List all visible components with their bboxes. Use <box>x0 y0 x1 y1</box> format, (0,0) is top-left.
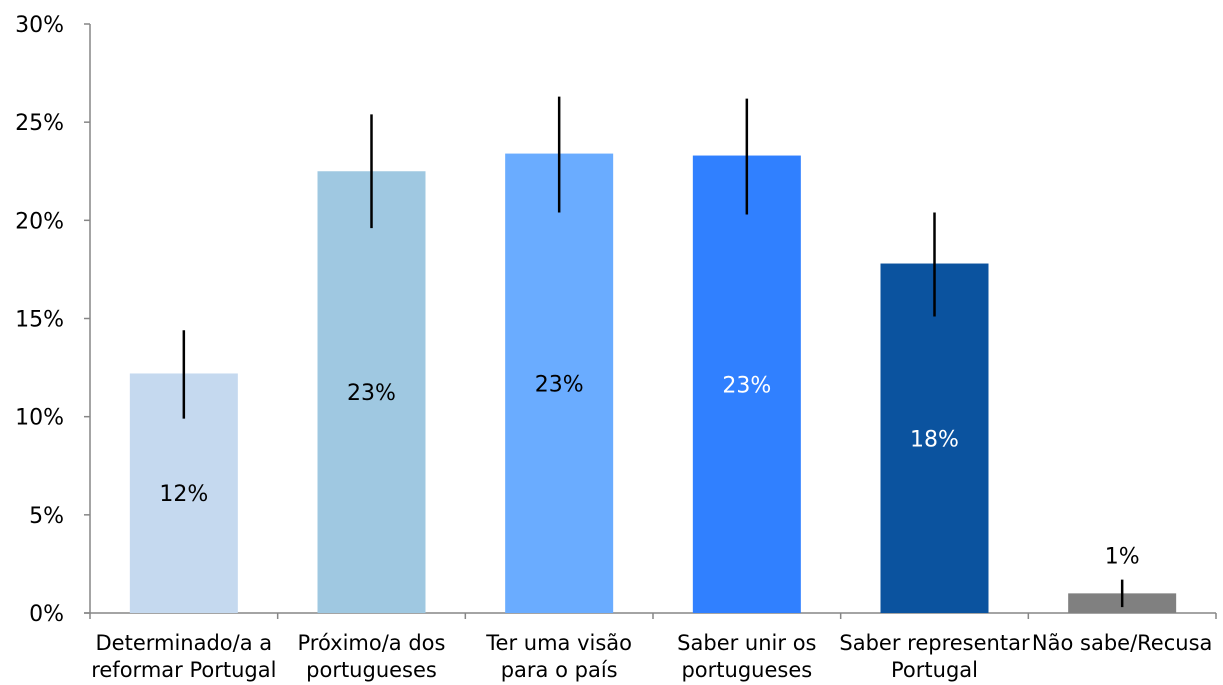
bars <box>129 153 1177 613</box>
data-label: 1% <box>1105 545 1140 570</box>
category-label: Saber representar <box>839 631 1030 655</box>
category-label: Próximo/a dos <box>298 631 446 655</box>
bar <box>317 171 426 613</box>
category-label: portugueses <box>681 658 812 682</box>
data-label: 23% <box>535 372 584 397</box>
y-tick-label: 20% <box>15 209 64 234</box>
data-label: 23% <box>722 373 771 398</box>
category-label: Saber unir os <box>677 631 816 655</box>
y-tick-label: 5% <box>29 504 64 529</box>
category-label: para o país <box>501 658 618 682</box>
error-bars <box>182 96 1124 608</box>
x-axis <box>84 612 1217 619</box>
y-tick-label: 15% <box>15 308 64 333</box>
y-tick-label: 25% <box>15 111 64 136</box>
bar <box>880 263 989 613</box>
bar <box>505 153 614 613</box>
category-label: reformar Portugal <box>91 658 276 682</box>
y-tick-label: 10% <box>15 406 64 431</box>
bar <box>692 155 801 613</box>
category-label: Determinado/a a <box>96 631 273 655</box>
y-tick-label: 0% <box>29 602 64 627</box>
category-label: portugueses <box>306 658 437 682</box>
y-tick-label: 30% <box>15 13 64 38</box>
data-labels: 12% 23% 23% 23% 18% 1% <box>159 372 1139 569</box>
category-label: Ter uma visão <box>485 631 632 655</box>
data-label: 12% <box>159 482 208 507</box>
category-label: Portugal <box>891 658 978 682</box>
y-axis: 0% 5% 10% 15% 20% 25% 30% <box>15 13 91 627</box>
category-labels: Determinado/a a reformar Portugal Próximo/… <box>91 631 1212 682</box>
data-label: 23% <box>347 381 396 406</box>
category-label: Não sabe/Recusa <box>1032 631 1212 655</box>
data-label: 18% <box>910 427 959 452</box>
